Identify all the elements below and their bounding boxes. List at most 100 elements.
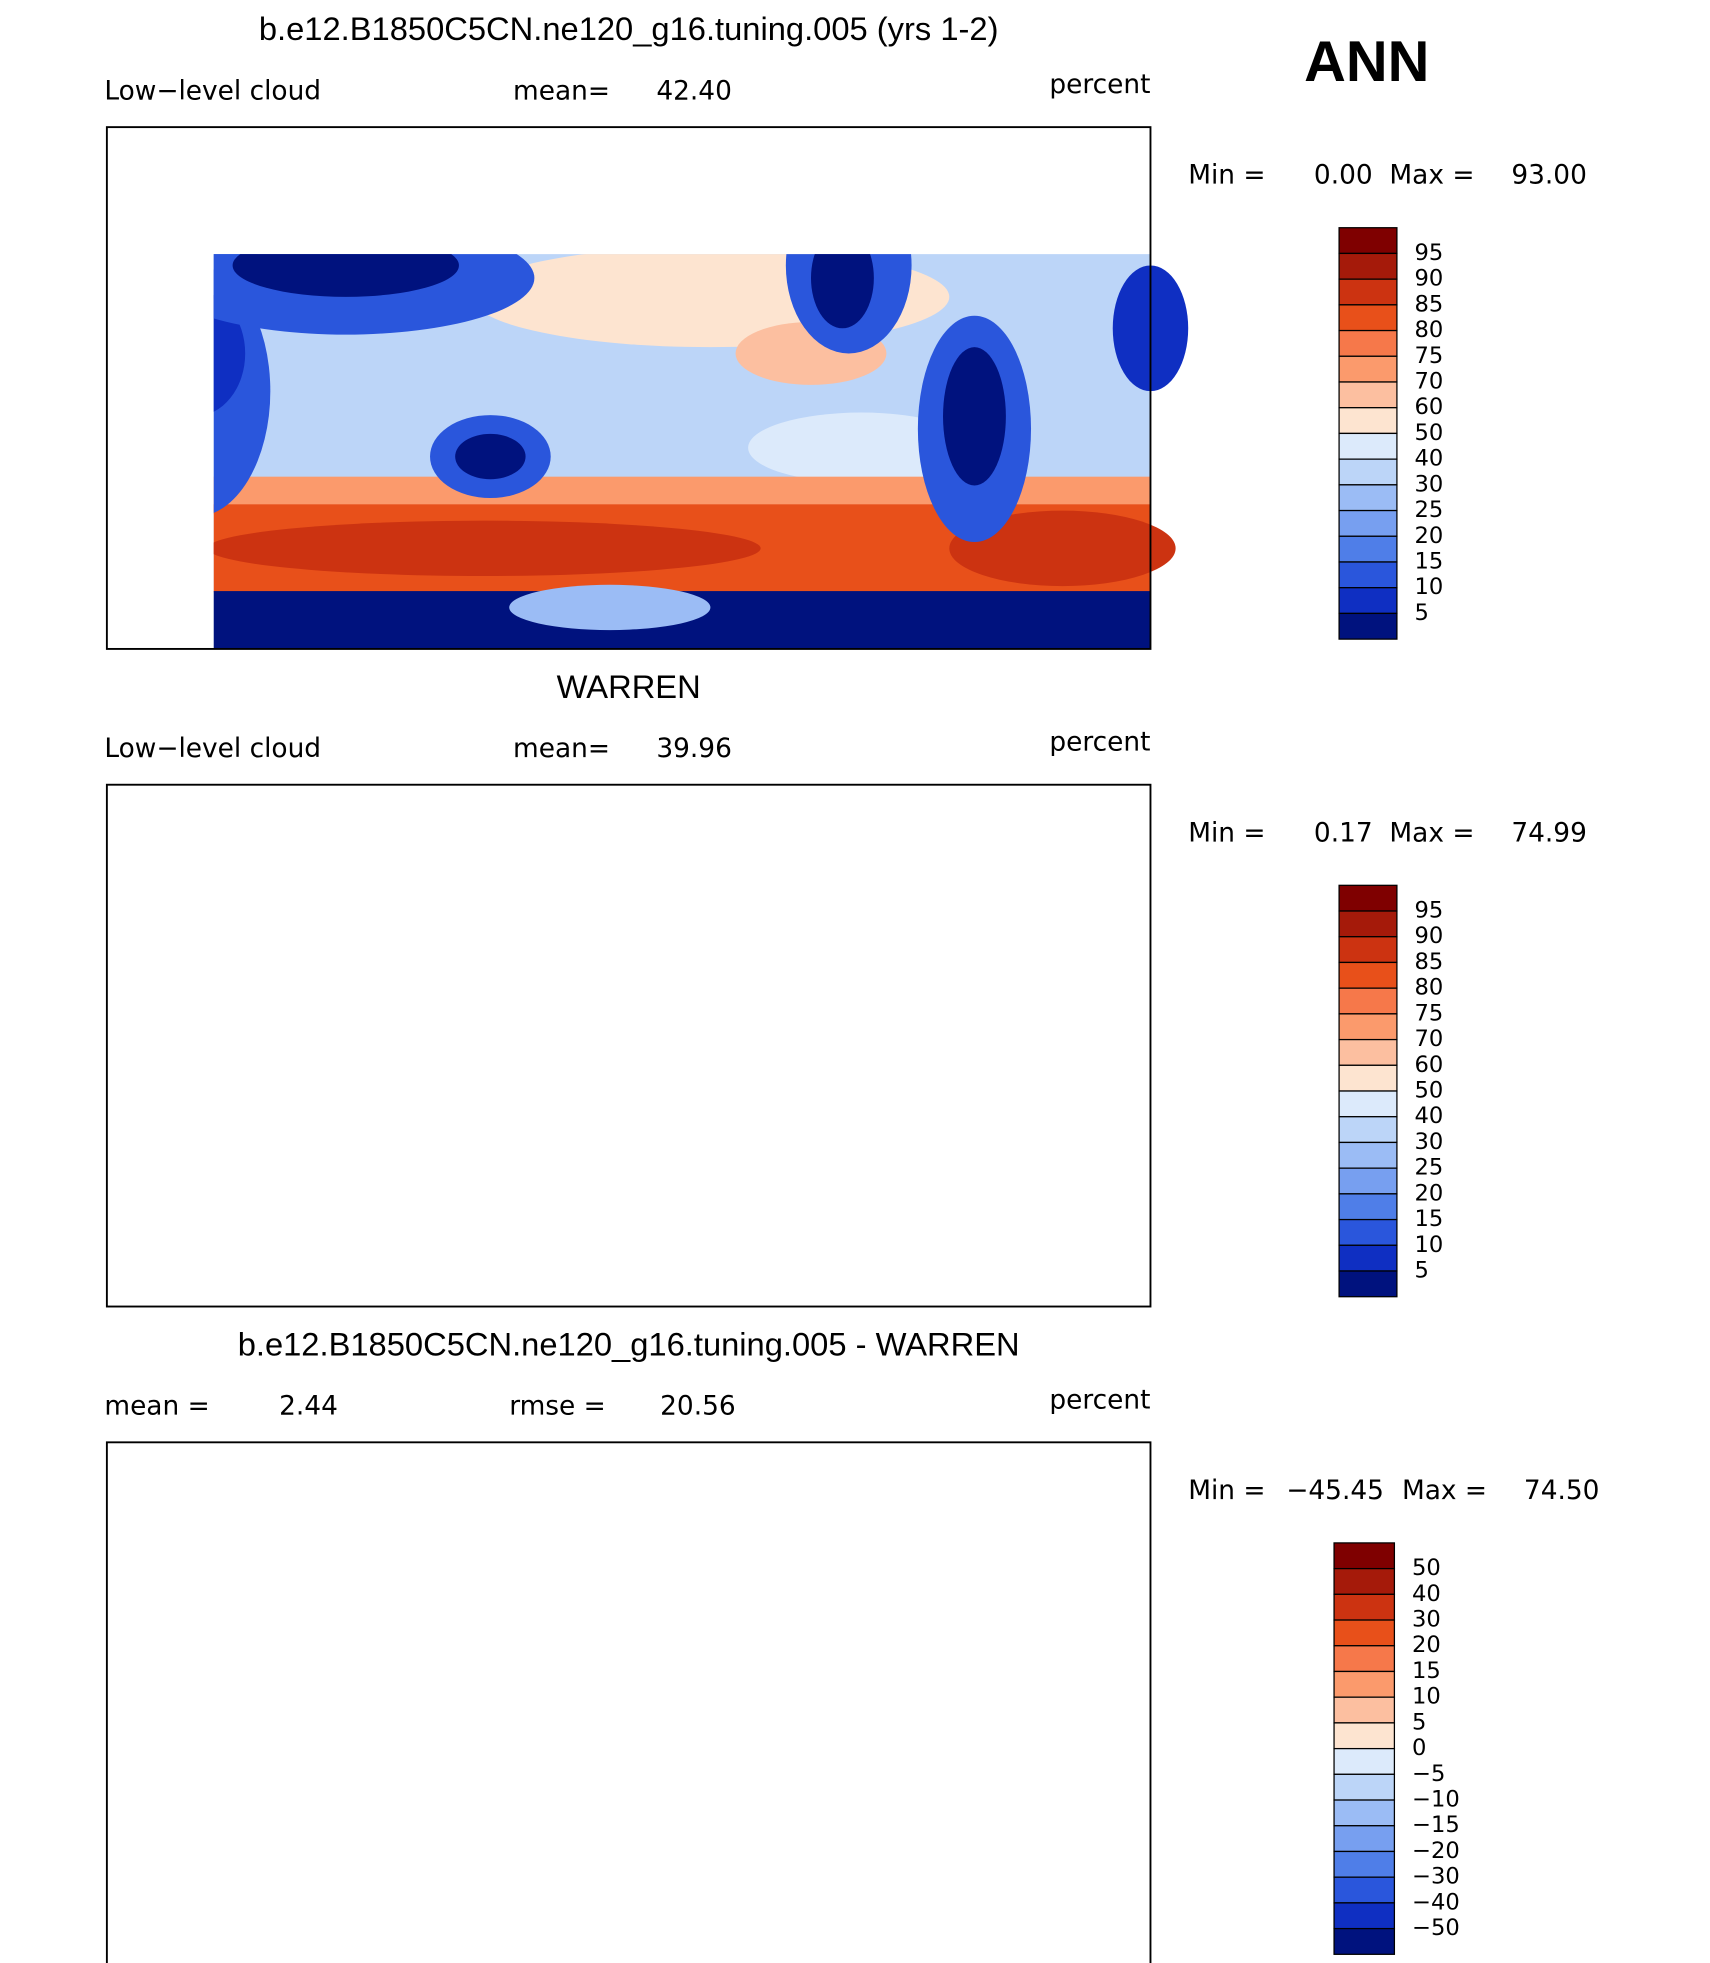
field-region (648, 929, 874, 1004)
colorbar-label: −5 (1412, 1761, 1445, 1787)
field-region (233, 973, 277, 1004)
variable-label: Low−level cloud (104, 75, 321, 106)
colorbar-box (1338, 1167, 1398, 1195)
field-region (82, 121, 283, 184)
field-region (560, 1449, 711, 1487)
colorbar-label: 25 (1415, 1155, 1444, 1181)
field-region (333, 785, 465, 816)
units-label: percent (1049, 727, 1150, 758)
map-field (82, 121, 1189, 649)
colorbar-box (1338, 1038, 1398, 1066)
stat-label: mean= (513, 733, 610, 764)
colorbar-box (1338, 407, 1398, 435)
field-region (893, 1669, 931, 1795)
field-region (937, 1681, 968, 1706)
colorbar-label: 10 (1415, 1232, 1444, 1258)
colorbar-label: 40 (1415, 1103, 1444, 1129)
map-frame (105, 783, 1152, 1308)
field-region (465, 1769, 496, 1800)
colorbar-label: 60 (1415, 1052, 1444, 1078)
colorbar-box (1338, 535, 1398, 563)
colorbar-box (1338, 278, 1398, 306)
colorbar-label: 30 (1412, 1607, 1441, 1633)
colorbar-box (1338, 484, 1398, 512)
field-region (107, 1442, 1151, 1963)
colorbar-box (1333, 1825, 1396, 1853)
field-region (1113, 967, 1151, 992)
min-value: 0.00 (1314, 160, 1373, 191)
colorbar-label: 85 (1415, 949, 1444, 975)
field-region (465, 1112, 496, 1143)
stat-label: mean= (513, 75, 610, 106)
field-region (937, 1024, 968, 1049)
colorbar-box (1333, 1902, 1396, 1930)
max-label: Max = (1402, 1475, 1487, 1506)
colorbar-box (1338, 1116, 1398, 1144)
colorbar-box (1333, 1645, 1396, 1673)
field-region (434, 1688, 585, 1751)
field-region (786, 848, 912, 999)
colorbar-box (1338, 252, 1398, 280)
colorbar-box (1338, 987, 1398, 1015)
colorbar-box (1338, 432, 1398, 460)
field-region (258, 879, 409, 942)
colorbar-box (1333, 1722, 1396, 1750)
map-field (31, 785, 1156, 1307)
colorbar-label: 10 (1412, 1684, 1441, 1710)
colorbar-label: 75 (1415, 1000, 1444, 1026)
field-region (107, 785, 1151, 1307)
field-region (635, 1200, 748, 1250)
colorbar-box (1333, 1567, 1396, 1595)
min-label: Min = (1188, 817, 1265, 848)
colorbar-label: 15 (1415, 1206, 1444, 1232)
max-value: 93.00 (1511, 160, 1587, 191)
field-region (434, 1074, 547, 1149)
colorbar-label: −30 (1412, 1864, 1460, 1890)
field-region (736, 1820, 899, 1895)
season-label: ANN (1304, 30, 1429, 94)
colorbar-label: −10 (1412, 1787, 1460, 1813)
min-label: Min = (1188, 1475, 1265, 1506)
field-region (107, 1914, 1151, 1963)
colorbar-box (1338, 1244, 1398, 1272)
field-region (434, 1826, 465, 1851)
colorbar-box (1338, 910, 1398, 938)
field-region (321, 1555, 447, 1656)
colorbar-box (1338, 612, 1398, 640)
field-region (849, 1486, 1000, 1549)
field-region (232, 254, 459, 297)
field-region (455, 433, 526, 480)
colorbar-box (1338, 587, 1398, 615)
colorbar-box (1333, 1542, 1396, 1570)
colorbar-label: 75 (1415, 343, 1444, 369)
colorbar-label: 0 (1412, 1735, 1426, 1761)
stat-value: 20.56 (660, 1391, 736, 1422)
field-region (899, 1807, 1125, 1882)
colorbar-label: 95 (1415, 898, 1444, 924)
field-region (1100, 1719, 1175, 1794)
field-region (308, 1030, 660, 1093)
colorbar-label: −20 (1412, 1838, 1460, 1864)
colorbar-label: 80 (1415, 317, 1444, 343)
colorbar-label: 90 (1415, 266, 1444, 292)
colorbar-box (1333, 1696, 1396, 1724)
colorbar-box (1338, 884, 1398, 912)
colorbar-label: 15 (1415, 548, 1444, 574)
colorbar-box (1338, 961, 1398, 989)
units-label: percent (1049, 1384, 1150, 1415)
field-region (1075, 1156, 1125, 1187)
field-region (107, 1252, 1151, 1306)
colorbar-label: 5 (1412, 1709, 1426, 1735)
colorbar-label: 70 (1415, 368, 1444, 394)
field-region (233, 1813, 736, 1888)
field-region (981, 150, 1094, 205)
colorbar-box (1338, 1218, 1398, 1246)
map-field (107, 1442, 1176, 1963)
field-region (145, 948, 271, 1099)
colorbar-label: 50 (1415, 1078, 1444, 1104)
colorbar-label: 80 (1415, 975, 1444, 1001)
stat-value: 2.44 (279, 1391, 338, 1422)
field-region (1094, 936, 1157, 1037)
field-region (811, 1744, 912, 1794)
